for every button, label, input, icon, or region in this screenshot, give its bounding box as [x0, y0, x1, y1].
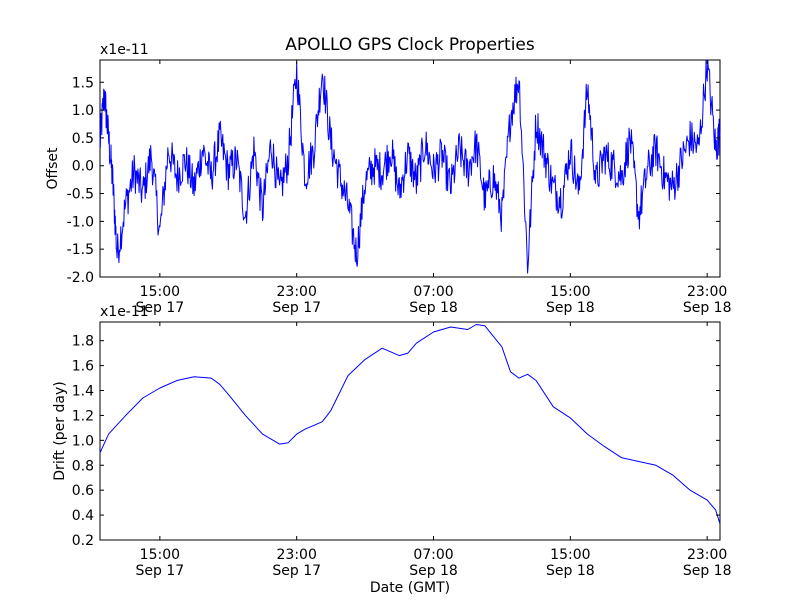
y-tick-label: 0.2: [72, 533, 94, 549]
x-tick-label-time: 15:00: [550, 547, 590, 563]
x-tick-label-date: Sep 17: [272, 563, 321, 579]
y-tick-label: 1.0: [72, 103, 94, 119]
chart-title: APOLLO GPS Clock Properties: [285, 35, 535, 55]
y-tick-label: 0.6: [72, 483, 94, 499]
x-tick-label-date: Sep 18: [546, 563, 595, 579]
x-tick-label-date: Sep 18: [683, 300, 732, 316]
y-tick-label: 0.0: [72, 159, 94, 175]
x-tick-label-time: 07:00: [413, 547, 453, 563]
x-tick-label-time: 23:00: [277, 284, 317, 300]
x-tick-label-time: 23:00: [687, 547, 727, 563]
plot-frame: [99, 59, 721, 278]
y-tick-label: -0.5: [67, 187, 94, 203]
x-tick-label-time: 15:00: [140, 547, 180, 563]
x-tick-label-date: Sep 17: [136, 300, 185, 316]
series-line-1: [99, 59, 721, 274]
x-tick-label-date: Sep 18: [546, 300, 595, 316]
y-tick-label: -1.5: [67, 242, 94, 258]
y-tick-label: -2.0: [67, 270, 94, 286]
x-tick-label-date: Sep 18: [409, 300, 458, 316]
y-tick-label: 1.6: [72, 359, 94, 375]
series-line-1: [99, 324, 721, 524]
y-tick-label: 1.8: [72, 334, 94, 350]
plot-frame: [99, 321, 721, 541]
y-offset-label: x1e-11: [100, 42, 149, 58]
x-tick-label-time: 07:00: [413, 284, 453, 300]
x-tick-label-time: 15:00: [140, 284, 180, 300]
y-tick-label: 1.5: [72, 75, 94, 91]
x-tick-label-date: Sep 18: [683, 563, 732, 579]
y-tick-label: 1.0: [72, 433, 94, 449]
y-tick-label: 0.5: [72, 131, 94, 147]
x-tick-label-date: Sep 17: [136, 563, 185, 579]
y-tick-label: -1.0: [67, 214, 94, 230]
x-axis-label: Date (GMT): [370, 580, 450, 596]
x-tick-label-time: 23:00: [277, 547, 317, 563]
y-tick-label: 1.4: [72, 384, 94, 400]
y-tick-label: 0.4: [72, 508, 94, 524]
y-tick-label: 0.8: [72, 458, 94, 474]
x-tick-label-time: 15:00: [550, 284, 590, 300]
x-tick-label-date: Sep 18: [409, 563, 458, 579]
y-tick-label: 1.2: [72, 408, 94, 424]
y-offset-label: x1e-11: [100, 304, 149, 320]
y-axis-label: Offset: [45, 147, 61, 190]
y-axis-label: Drift (per day): [52, 381, 68, 480]
x-tick-label-time: 23:00: [687, 284, 727, 300]
x-tick-label-date: Sep 17: [272, 300, 321, 316]
